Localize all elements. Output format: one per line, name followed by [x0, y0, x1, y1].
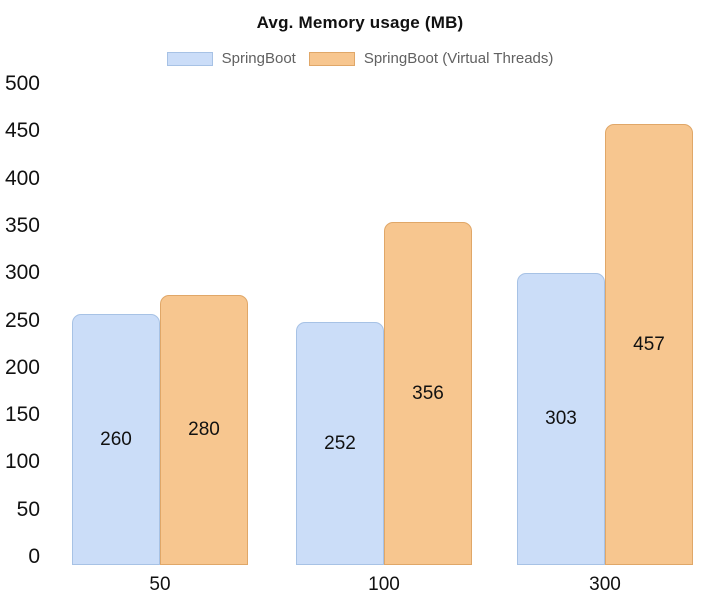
- y-axis-tick-label: 400: [4, 166, 40, 190]
- legend: SpringBoot SpringBoot (Virtual Threads): [0, 51, 720, 67]
- y-axis-tick-label: 500: [4, 72, 40, 95]
- legend-item-0: SpringBoot: [166, 50, 296, 67]
- y-axis-tick-label: 250: [4, 308, 40, 332]
- y-axis-tick-label: 200: [4, 355, 40, 379]
- legend-item-1: SpringBoot (Virtual Threads): [308, 50, 554, 67]
- legend-swatch-icon: [166, 52, 213, 66]
- bar-value-label: 303: [545, 408, 577, 429]
- y-axis-tick-label: 0: [28, 545, 40, 568]
- x-axis-tick-label: 50: [149, 574, 171, 595]
- bar-300-series-0: 303: [517, 273, 605, 565]
- legend-swatch-icon: [308, 52, 355, 66]
- legend-label: SpringBoot: [221, 50, 296, 67]
- y-axis-tick-label: 50: [16, 497, 40, 521]
- bar-100-series-0: 252: [296, 322, 384, 565]
- y-axis-tick-label: 150: [4, 403, 40, 427]
- y-axis-tick-label: 450: [4, 119, 40, 143]
- y-axis-tick-label: 350: [4, 213, 40, 237]
- bar-value-label: 280: [188, 419, 220, 440]
- chart-title: Avg. Memory usage (MB): [256, 13, 464, 32]
- bar-value-label: 356: [412, 382, 444, 404]
- bar-300-series-1: 457: [605, 124, 693, 565]
- bar-50-series-0: 260: [72, 314, 160, 565]
- legend-label: SpringBoot (Virtual Threads): [363, 50, 554, 67]
- bar-50-series-1: 280: [160, 295, 248, 565]
- bar-value-label: 260: [100, 428, 132, 450]
- y-axis-tick-label: 100: [4, 450, 40, 474]
- x-axis-tick-label: 100: [368, 574, 400, 595]
- bar-100-series-1: 356: [384, 222, 472, 565]
- x-axis-tick-label: 300: [589, 574, 621, 595]
- bar-value-label: 457: [633, 333, 665, 355]
- bar-value-label: 252: [324, 432, 356, 454]
- y-axis-tick-label: 300: [4, 261, 40, 285]
